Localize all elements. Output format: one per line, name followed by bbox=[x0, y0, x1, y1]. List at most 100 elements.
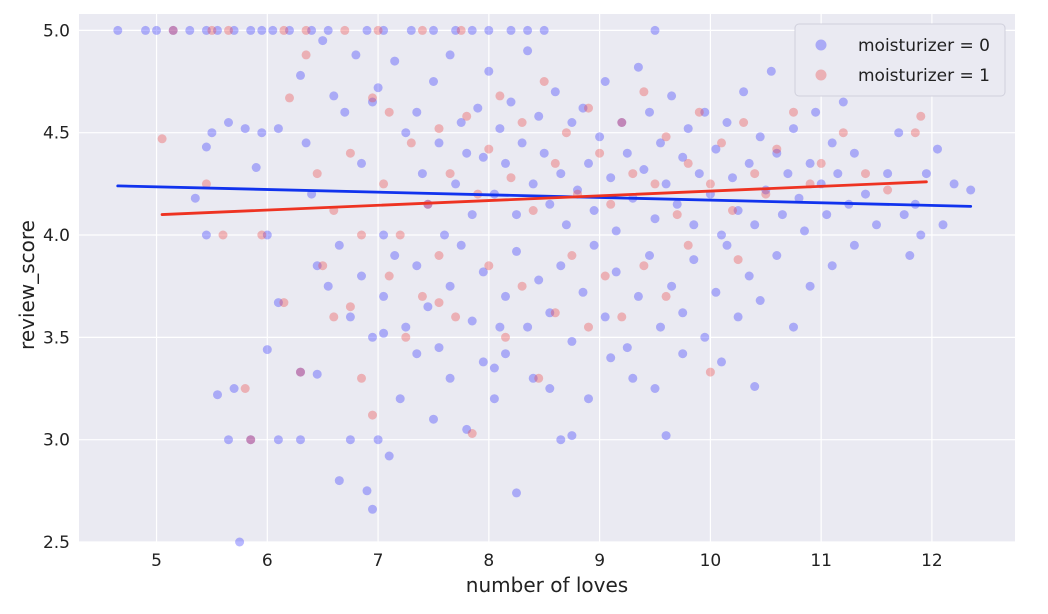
scatter-point bbox=[838, 128, 848, 138]
scatter-point bbox=[833, 169, 843, 179]
scatter-point bbox=[334, 476, 344, 486]
scatter-point bbox=[224, 118, 233, 127]
scatter-point bbox=[678, 152, 688, 162]
scatter-point bbox=[279, 298, 289, 308]
scatter-point bbox=[517, 281, 527, 291]
scatter-point bbox=[368, 410, 377, 420]
scatter-point bbox=[739, 118, 749, 127]
scatter-point bbox=[512, 488, 521, 498]
scatter-point bbox=[517, 118, 527, 127]
regression-lines bbox=[116, 180, 973, 216]
scatter-point bbox=[584, 322, 593, 332]
scatter-point bbox=[550, 87, 560, 97]
scatter-point bbox=[595, 132, 605, 142]
scatter-point bbox=[816, 158, 826, 168]
scatter-point bbox=[722, 118, 732, 127]
scatter-point bbox=[661, 132, 671, 142]
scatter-point bbox=[224, 435, 233, 445]
scatter-point bbox=[357, 158, 366, 168]
scatter-point bbox=[827, 261, 837, 271]
scatter-point bbox=[916, 111, 926, 121]
scatter-point bbox=[539, 25, 549, 35]
scatter-point bbox=[417, 25, 427, 35]
x-tick-labels: 5 6 7 8 9 10 11 12 bbox=[151, 551, 943, 571]
scatter-point bbox=[478, 152, 488, 162]
scatter-point bbox=[340, 25, 350, 35]
scatter-point bbox=[711, 144, 721, 154]
scatter-point bbox=[434, 343, 444, 353]
scatter-point bbox=[384, 271, 394, 281]
legend-marker-moisturizer-0 bbox=[815, 39, 827, 51]
x-tick-label: 7 bbox=[373, 551, 384, 571]
scatter-point bbox=[883, 185, 893, 195]
x-tick-label: 11 bbox=[810, 551, 832, 571]
scatter-point bbox=[240, 124, 250, 134]
y-axis-label: review_score bbox=[15, 220, 39, 350]
scatter-point bbox=[273, 124, 283, 134]
scatter-point bbox=[661, 431, 671, 441]
scatter-point bbox=[517, 138, 527, 148]
scatter-point bbox=[545, 308, 555, 318]
scatter-point bbox=[645, 251, 654, 260]
scatter-point bbox=[279, 25, 289, 35]
scatter-point bbox=[296, 435, 305, 445]
scatter-point bbox=[190, 193, 200, 203]
scatter-point bbox=[207, 25, 217, 35]
scatter-point bbox=[368, 504, 377, 514]
x-tick-label: 10 bbox=[700, 551, 722, 571]
scatter-point bbox=[357, 271, 366, 281]
scatter-point bbox=[229, 384, 239, 393]
scatter-point bbox=[213, 25, 222, 35]
scatter-point bbox=[401, 322, 411, 332]
scatter-point bbox=[528, 373, 538, 383]
scatter-point bbox=[534, 275, 544, 285]
scatter-point bbox=[849, 148, 859, 158]
scatter-point bbox=[445, 169, 455, 179]
scatter-point bbox=[589, 206, 599, 215]
scatter-point bbox=[622, 148, 632, 158]
scatter-point bbox=[218, 230, 228, 240]
scatter-point bbox=[201, 142, 211, 152]
scatter-point bbox=[395, 394, 405, 404]
scatter-point bbox=[744, 158, 754, 168]
scatter-point bbox=[246, 435, 256, 445]
scatter-point bbox=[406, 138, 416, 148]
regression-line-1 bbox=[160, 180, 928, 216]
scatter-point bbox=[224, 25, 233, 35]
scatter-point bbox=[739, 87, 749, 97]
scatter-point bbox=[434, 138, 444, 148]
scatter-point bbox=[412, 261, 422, 271]
scatter-point bbox=[434, 251, 444, 260]
scatter-point bbox=[966, 185, 976, 195]
scatter-point bbox=[717, 230, 726, 240]
scatter-point bbox=[611, 267, 621, 277]
scatter-point bbox=[406, 25, 416, 35]
scatter-point bbox=[373, 25, 383, 35]
scatter-point bbox=[323, 281, 333, 291]
scatter-point bbox=[456, 240, 466, 250]
scatter-point bbox=[683, 240, 693, 250]
x-tick-label: 8 bbox=[483, 551, 494, 571]
scatter-point bbox=[894, 128, 904, 138]
scatter-point bbox=[595, 148, 605, 158]
scatter-point bbox=[528, 206, 538, 215]
scatter-point bbox=[534, 111, 544, 121]
scatter-point bbox=[661, 179, 671, 189]
series-moisturizer-0 bbox=[113, 25, 976, 547]
scatter-point bbox=[351, 50, 361, 60]
y-tick-labels: 2.5 3.0 3.5 4.0 4.5 5.0 bbox=[43, 21, 70, 553]
scatter-point bbox=[273, 435, 283, 445]
scatter-point bbox=[661, 291, 671, 301]
scatter-point bbox=[379, 328, 389, 338]
scatter-point bbox=[589, 240, 599, 250]
scatter-point bbox=[445, 373, 455, 383]
scatter-point bbox=[672, 199, 682, 209]
scatter-point bbox=[501, 349, 510, 359]
series-moisturizer-1 bbox=[157, 25, 926, 445]
legend-marker-moisturizer-1 bbox=[815, 69, 827, 81]
x-tick-label: 12 bbox=[921, 551, 943, 571]
scatter-point bbox=[849, 240, 859, 250]
scatter-point bbox=[489, 363, 499, 373]
scatter-point bbox=[617, 312, 627, 322]
scatter-point bbox=[678, 308, 688, 318]
